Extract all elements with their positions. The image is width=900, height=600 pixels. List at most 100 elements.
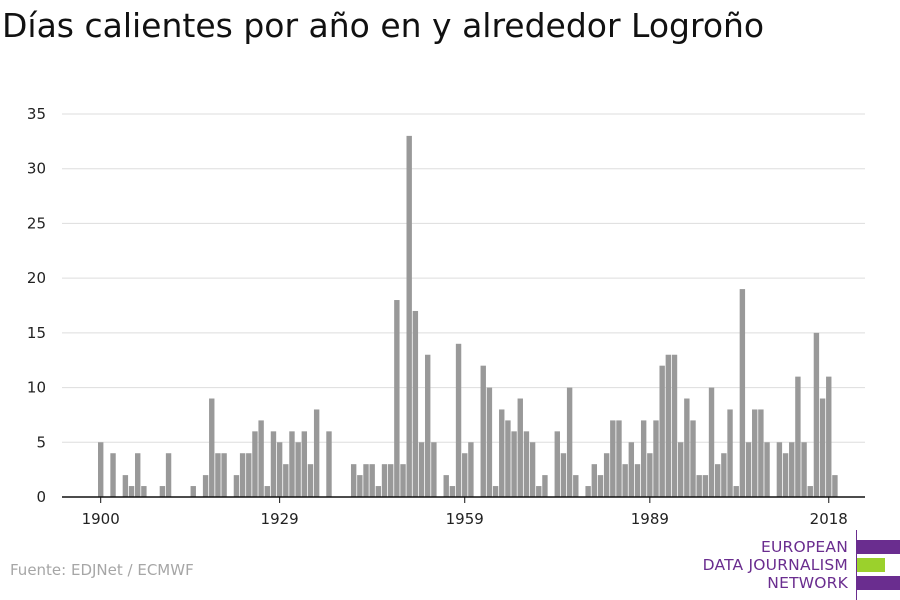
bar-1926: [258, 420, 264, 497]
bar-1964: [492, 486, 499, 497]
bar-1953: [425, 354, 431, 497]
bar-1981: [597, 475, 604, 497]
bar-1963: [486, 387, 493, 497]
bar-1997: [696, 475, 702, 497]
bar-1910: [159, 486, 166, 497]
bar-1942: [357, 475, 363, 497]
bar-1965: [499, 409, 505, 497]
bar-1917: [202, 475, 209, 497]
bar-1980: [591, 464, 597, 497]
bar-1927: [264, 486, 270, 497]
bar-2000: [715, 464, 721, 497]
x-tick-label-2018: 2018: [810, 510, 848, 528]
bar-1929: [276, 442, 283, 497]
bar-1992: [665, 354, 672, 497]
logo-line-1: EUROPEAN: [760, 538, 848, 556]
logo-text: EUROPEAN DATA JOURNALISM NETWORK: [703, 538, 848, 592]
bar-1905: [128, 486, 135, 497]
bar-1990: [653, 420, 659, 497]
bar-1977: [573, 475, 579, 497]
bar-1956: [443, 475, 449, 497]
bar-1960: [468, 442, 474, 497]
bar-2014: [801, 442, 807, 497]
bar-1935: [313, 409, 320, 497]
bar-1976: [566, 387, 573, 497]
bar-1930: [283, 464, 289, 497]
logo-line-3: NETWORK: [767, 574, 848, 592]
edjnet-logo: EUROPEAN DATA JOURNALISM NETWORK: [700, 528, 900, 600]
bar-1925: [252, 431, 258, 497]
bar-2007: [758, 409, 764, 497]
y-axis-tick-labels: 0 5 10 15 20 25 30 35: [27, 105, 46, 506]
x-tick-label-1959: 1959: [446, 510, 484, 528]
y-tick-label-0: 0: [36, 488, 46, 506]
bar-1974: [554, 431, 560, 497]
bar-2002: [727, 409, 733, 497]
bar-2010: [776, 442, 783, 497]
bar-2012: [789, 442, 795, 497]
bar-1996: [690, 420, 696, 497]
bar-2015: [807, 486, 813, 497]
bar-1950: [406, 135, 412, 497]
bar-1900: [98, 442, 104, 497]
bar-1998: [702, 475, 709, 497]
y-tick-label-10: 10: [27, 379, 46, 397]
bar-1982: [603, 453, 610, 497]
y-tick-label-25: 25: [27, 214, 46, 232]
bar-1967: [511, 431, 517, 497]
bar-1911: [165, 453, 172, 497]
bar-1919: [215, 453, 221, 497]
x-tick-label-1929: 1929: [261, 510, 299, 528]
bar-1918: [209, 398, 215, 497]
logo-bar-middle: [857, 558, 885, 572]
bar-1986: [628, 442, 635, 497]
bar-1928: [270, 431, 277, 497]
bar-1966: [505, 420, 511, 497]
bar-1959: [462, 453, 468, 497]
bar-1944: [369, 464, 375, 497]
bar-1951: [412, 310, 419, 497]
bar-1958: [455, 343, 462, 497]
bar-1989: [647, 453, 653, 497]
bar-1920: [221, 453, 227, 497]
x-tick-label-1900: 1900: [82, 510, 120, 528]
bar-2003: [733, 486, 739, 497]
bar-2018: [826, 376, 832, 497]
bar-1962: [480, 365, 486, 497]
x-tick-label-1989: 1989: [631, 510, 669, 528]
bar-1904: [122, 475, 129, 497]
bar-1971: [536, 486, 542, 497]
bar-2001: [721, 453, 727, 497]
y-tick-label-20: 20: [27, 269, 46, 287]
chart-title: Días calientes por año en y alrededor Lo…: [2, 6, 765, 45]
bar-1915: [190, 486, 196, 497]
logo-divider: [856, 530, 857, 600]
bar-1907: [141, 486, 147, 497]
bar-2008: [764, 442, 770, 497]
bar-1970: [529, 442, 536, 497]
bar-1941: [350, 464, 357, 497]
bar-1999: [708, 387, 715, 497]
bar-1957: [449, 486, 456, 497]
bar-1993: [671, 354, 678, 497]
bar-1979: [585, 486, 591, 497]
bar-1948: [394, 300, 400, 497]
bar-1923: [239, 453, 246, 497]
bar-1934: [307, 464, 314, 497]
bar-1972: [542, 475, 548, 497]
y-tick-label-35: 35: [27, 105, 46, 123]
bar-2004: [739, 289, 746, 497]
bars: [98, 135, 838, 497]
bar-2016: [813, 332, 820, 497]
logo-bar-bottom: [857, 576, 900, 590]
bar-2005: [745, 442, 752, 497]
bar-2013: [795, 376, 801, 497]
bar-1931: [289, 431, 295, 497]
bar-1924: [246, 453, 252, 497]
bar-1983: [610, 420, 616, 497]
bar-1969: [523, 431, 530, 497]
bar-2006: [752, 409, 758, 497]
bar-1902: [110, 453, 116, 497]
bar-2011: [782, 453, 789, 497]
